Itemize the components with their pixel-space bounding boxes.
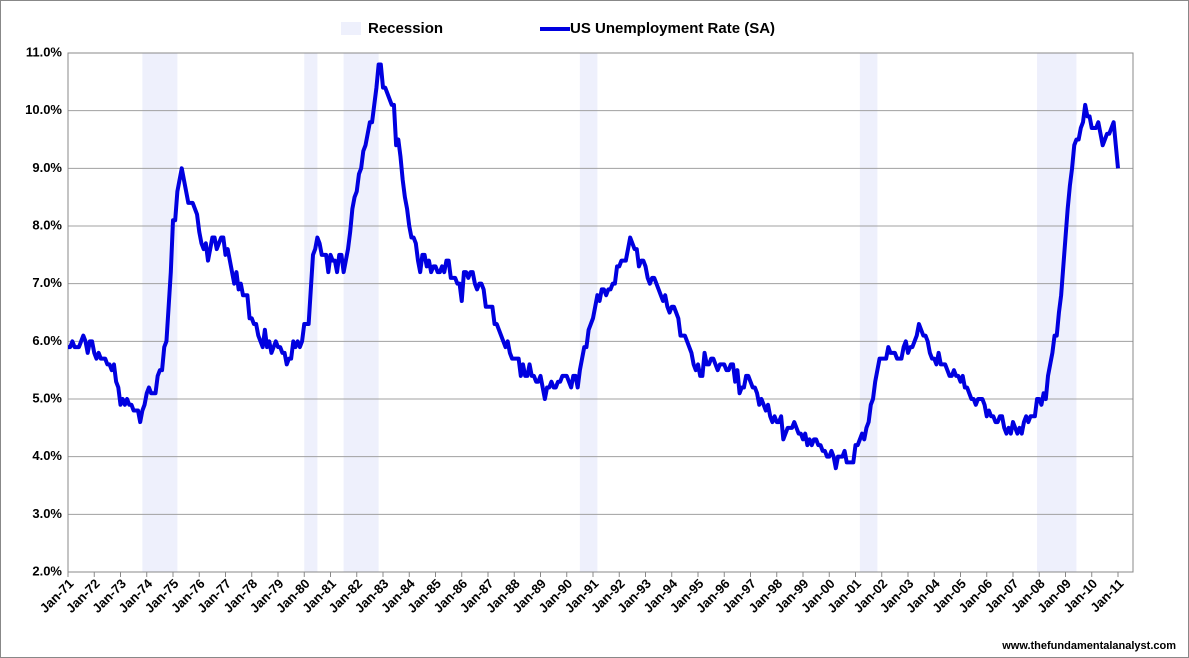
y-tick-label: 10.0% — [25, 102, 62, 117]
y-tick-label: 11.0% — [26, 44, 63, 59]
y-tick-label: 2.0% — [32, 563, 62, 578]
y-tick-label: 8.0% — [32, 217, 62, 232]
recession-bands — [142, 53, 1077, 572]
y-tick-label: 5.0% — [32, 390, 62, 405]
recession-band — [1037, 53, 1077, 572]
plot-border — [67, 52, 1134, 573]
recession-band — [579, 53, 598, 572]
legend-swatch — [341, 22, 361, 35]
source: www.thefundamentalanalyst.com — [1001, 640, 1176, 652]
recession-band — [343, 53, 379, 572]
grid — [68, 52, 1133, 573]
y-tick-label: 6.0% — [32, 333, 62, 348]
y-tick-label: 4.0% — [32, 448, 62, 463]
recession-band — [142, 53, 178, 572]
y-tick-label: 9.0% — [32, 160, 62, 175]
y-tick-label: 3.0% — [32, 506, 62, 521]
y-tick-label: 7.0% — [32, 275, 62, 290]
legend-label: US Unemployment Rate (SA) — [570, 20, 775, 37]
legend-label: Recession — [368, 20, 443, 37]
series-line — [68, 62, 1120, 471]
recession-band — [859, 53, 878, 572]
